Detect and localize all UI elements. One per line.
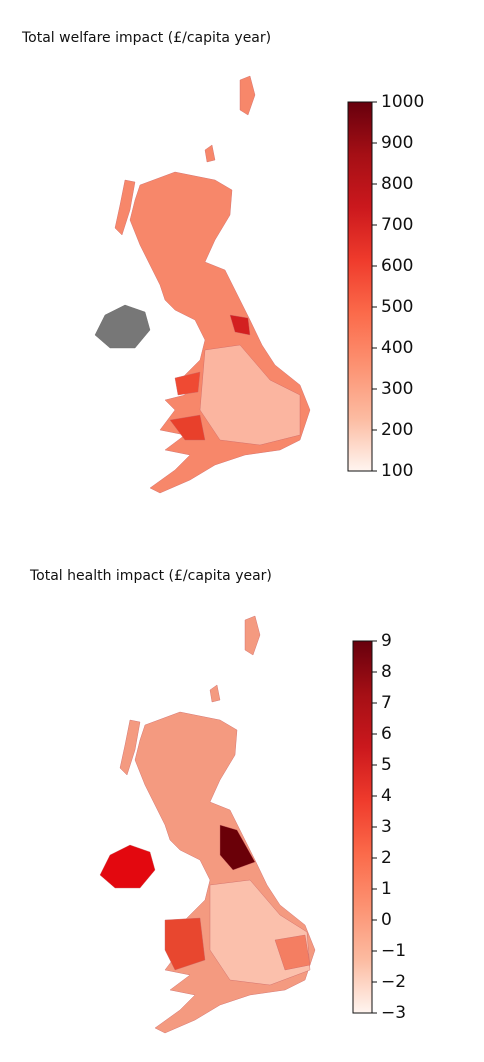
- colorbar-tick-label: 9: [381, 631, 392, 651]
- colorbar-tick-label: 1000: [381, 92, 424, 112]
- colorbar-tick-label: −2: [381, 972, 406, 992]
- colorbar-tick-label: 4: [381, 786, 392, 806]
- colorbar-tick-label: 2: [381, 848, 392, 868]
- colorbar-tick-label: 900: [381, 133, 413, 153]
- colorbar-tick-label: 6: [381, 724, 392, 744]
- colorbar-tick-label: 3: [381, 817, 392, 837]
- colorbar: [347, 101, 373, 472]
- colorbar-tick-label: 300: [381, 379, 413, 399]
- colorbar-tick-label: 8: [381, 662, 392, 682]
- colorbar-tick-label: −3: [381, 1003, 406, 1023]
- map-title: Total health impact (£/capita year): [29, 568, 272, 584]
- colorbar-tick-label: 700: [381, 215, 413, 235]
- uk-map: [99, 615, 316, 1034]
- colorbar-tick-label: 5: [381, 755, 392, 775]
- colorbar-tick-label: 800: [381, 174, 413, 194]
- map-title: Total welfare impact (£/capita year): [21, 30, 271, 46]
- colorbar-tick-label: 100: [381, 461, 413, 481]
- colorbar-tick-label: 600: [381, 256, 413, 276]
- colorbar-tick-label: 1: [381, 879, 392, 899]
- colorbar-tick-label: 200: [381, 420, 413, 440]
- colorbar: [352, 640, 373, 1014]
- colorbar-tick-label: 500: [381, 297, 413, 317]
- colorbar-tick-label: 0: [381, 910, 392, 930]
- colorbar-tick-label: 7: [381, 693, 392, 713]
- colorbar-tick-label: −1: [381, 941, 406, 961]
- uk-map: [94, 75, 311, 494]
- colorbar-tick-label: 400: [381, 338, 413, 358]
